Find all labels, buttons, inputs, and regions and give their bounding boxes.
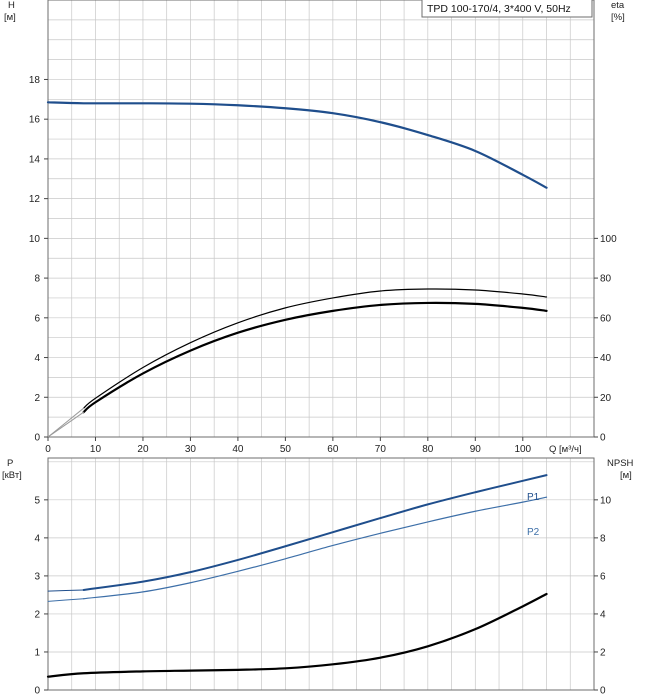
eta-curve: [83, 288, 548, 409]
right-tick-label: 60: [600, 313, 612, 324]
left-tick-label: 4: [34, 533, 40, 544]
left-tick-label: 8: [34, 274, 40, 285]
p1-extension-curve: [47, 589, 85, 592]
top-grid: [47, 0, 595, 438]
p2-series-label: P2: [527, 527, 540, 538]
left-tick-label: 3: [34, 571, 40, 582]
left-tick-label: 5: [34, 495, 40, 506]
p1-series-label: P1: [527, 492, 540, 503]
right-tick-label: 0: [600, 433, 606, 444]
npsh-curve: [46, 592, 548, 678]
npsh-axis-unit: [м]: [620, 470, 632, 481]
x-tick-label: 60: [327, 444, 339, 455]
chart-title: TPD 100-170/4, 3*400 V, 50Hz: [427, 3, 571, 15]
eta-axis-unit: [%]: [611, 12, 625, 23]
right-tick-label: 40: [600, 353, 612, 364]
left-tick-label: 16: [29, 115, 41, 126]
right-tick-label: 20: [600, 393, 612, 404]
h-axis-title: H: [8, 0, 15, 11]
p-axis-unit: [кВт]: [2, 470, 22, 481]
right-tick-label: 80: [600, 274, 612, 285]
left-tick-label: 12: [29, 194, 41, 205]
x-tick-label: 30: [185, 444, 197, 455]
q-axis-title: Q [м³/ч]: [549, 444, 582, 455]
bottom-plot-frame: [47, 457, 595, 691]
x-tick-label: 0: [45, 444, 51, 455]
x-tick-label: 80: [422, 444, 434, 455]
top-curves: [46, 101, 548, 438]
bottom-curves: [46, 474, 548, 678]
x-tick-label: 10: [90, 444, 102, 455]
eta-motor-pump-curve: [82, 301, 548, 414]
right-tick-label: 8: [600, 533, 606, 544]
right-tick-label: 4: [600, 609, 606, 620]
top-plot-frame: [47, 0, 595, 438]
p2-curve: [83, 496, 548, 600]
left-tick-label: 0: [34, 686, 40, 697]
x-tick-label: 50: [280, 444, 292, 455]
left-tick-label: 2: [34, 609, 40, 620]
h-curve: [46, 101, 548, 189]
p-axis-title: P: [7, 458, 13, 469]
h-axis-unit: [м]: [4, 12, 16, 23]
x-tick-label: 100: [514, 444, 531, 455]
bottom-grid: [47, 458, 595, 691]
chart-title-box: [421, 0, 593, 18]
left-tick-label: 2: [34, 393, 40, 404]
p1-curve: [82, 474, 548, 591]
left-tick-label: 1: [34, 647, 40, 658]
x-tick-label: 70: [375, 444, 387, 455]
eta-extension-2-curve: [47, 411, 85, 438]
x-tick-label: 40: [232, 444, 244, 455]
x-tick-label: 90: [470, 444, 482, 455]
right-tick-label: 100: [600, 234, 617, 245]
right-tick-label: 0: [600, 686, 606, 697]
left-tick-label: 4: [34, 353, 40, 364]
p2-extension-curve: [47, 598, 85, 602]
npsh-axis-title: NPSH: [607, 458, 634, 469]
left-tick-label: 14: [29, 154, 41, 165]
left-tick-label: 18: [29, 75, 41, 86]
x-tick-label: 20: [137, 444, 149, 455]
eta-axis-title: eta: [611, 0, 625, 11]
right-tick-label: 10: [600, 495, 612, 506]
left-tick-label: 10: [29, 234, 41, 245]
left-tick-label: 6: [34, 313, 40, 324]
left-tick-label: 0: [34, 433, 40, 444]
right-tick-label: 2: [600, 647, 606, 658]
right-tick-label: 6: [600, 571, 606, 582]
